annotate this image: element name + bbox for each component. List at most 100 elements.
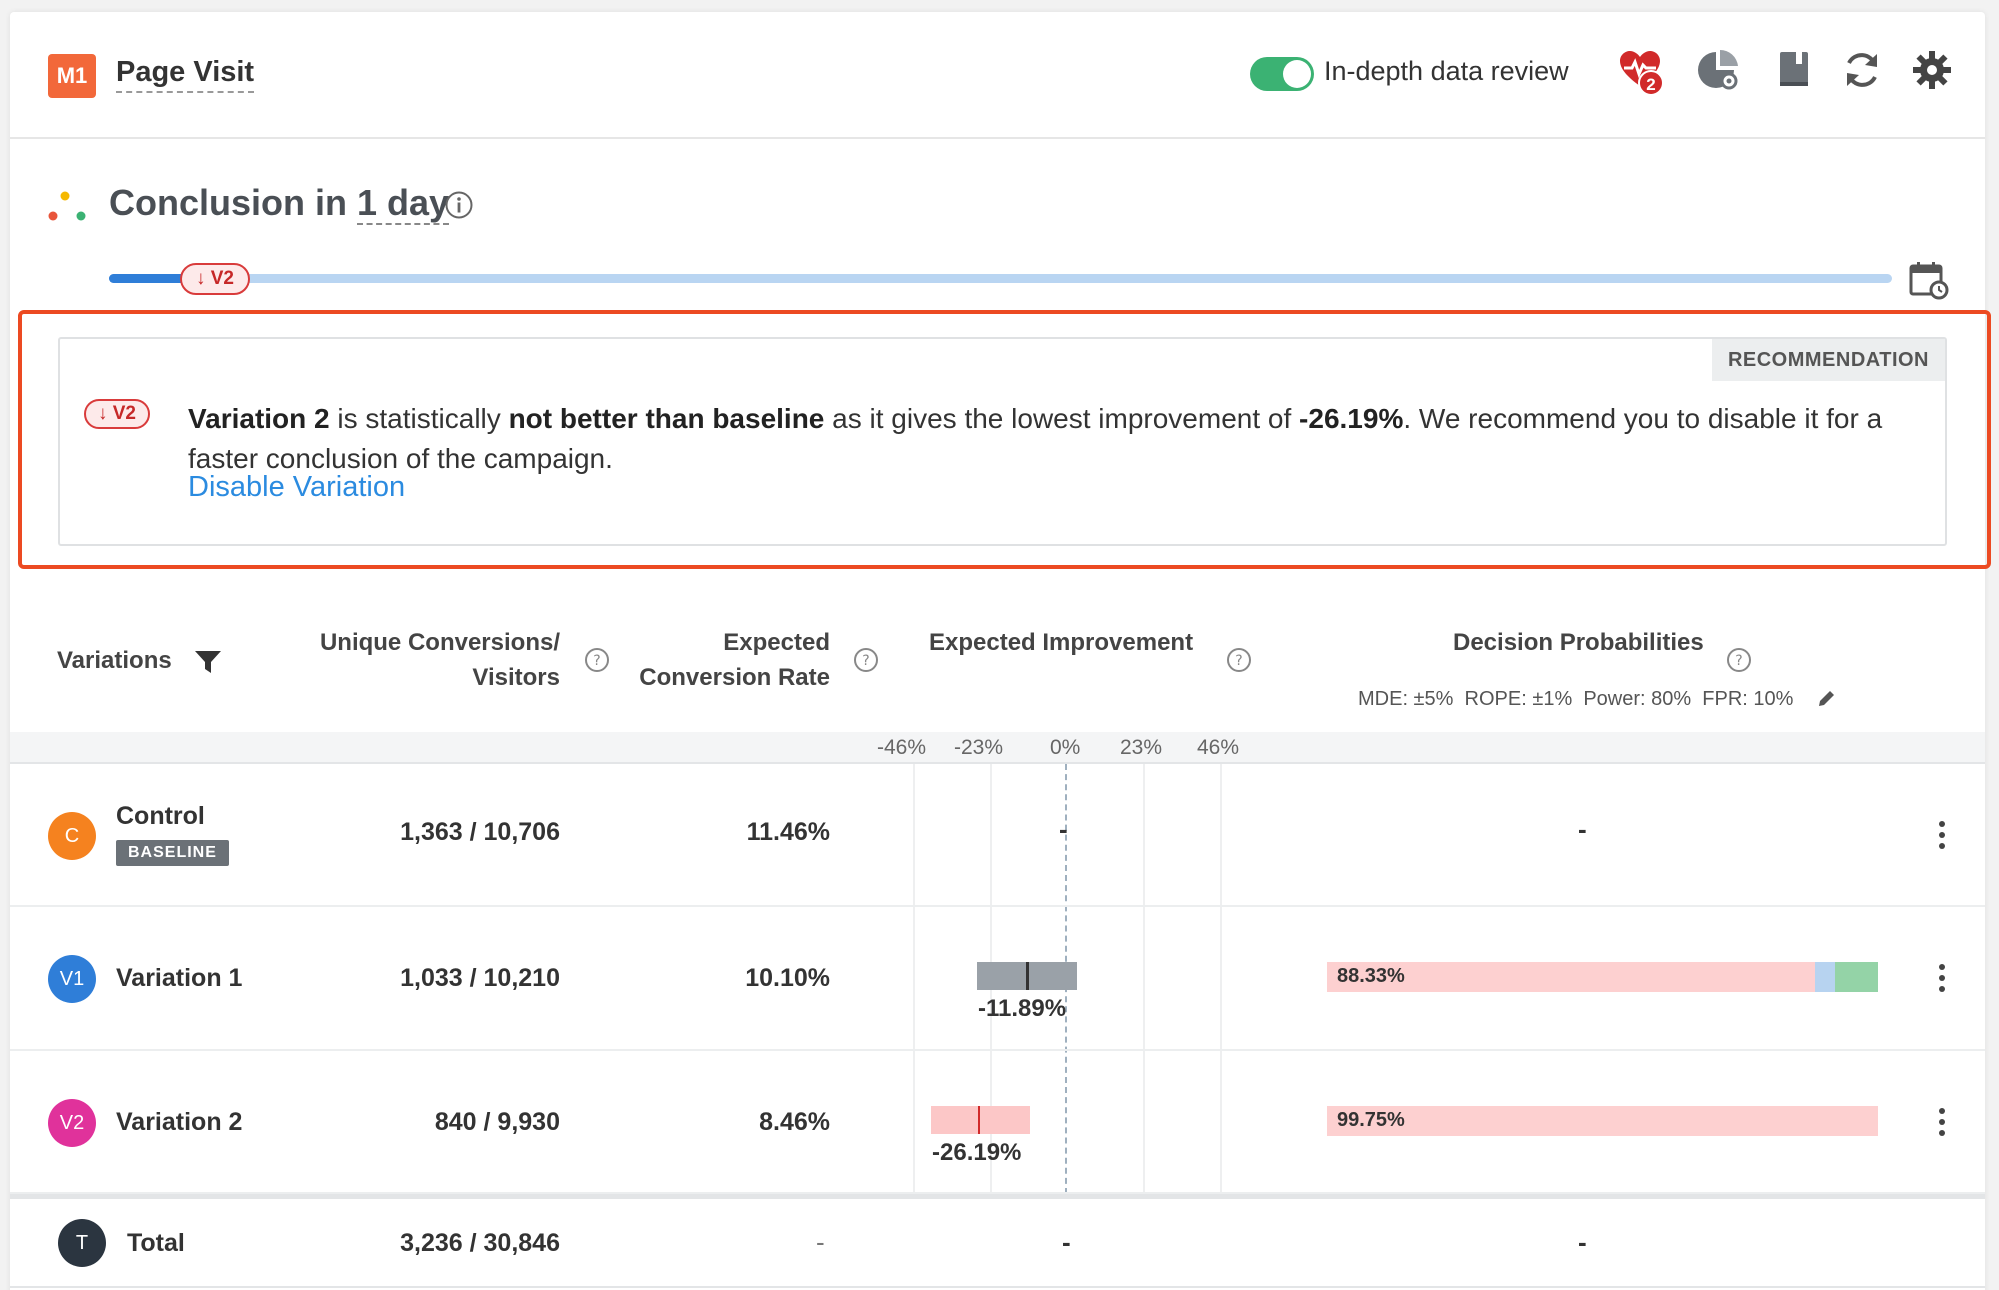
col-ecr-l2: Conversion Rate <box>639 664 830 691</box>
total-label: Total <box>127 1229 185 1257</box>
rec-emphasis: not better than baseline <box>508 403 825 434</box>
pencil-icon[interactable] <box>1816 689 1836 709</box>
expected-conversion-rate: 10.10% <box>745 964 830 992</box>
help-icon[interactable]: ? <box>1226 647 1252 673</box>
table-header: Variations Unique Conversions/Visitors ?… <box>10 610 1985 732</box>
variation-name[interactable]: Control <box>116 802 205 830</box>
col-expected-improvement: Expected Improvement <box>929 629 1194 656</box>
rec-text-1: is statistically <box>329 403 509 434</box>
col-conversions: Unique Conversions/Visitors <box>260 625 560 695</box>
improvement-value: - <box>1059 814 1068 844</box>
avatar-variation-1: V1 <box>48 955 96 1003</box>
variation-name[interactable]: Variation 1 <box>116 964 243 992</box>
table-row: V1 Variation 1 1,033 / 10,210 10.10% -11… <box>10 907 1985 1051</box>
axis-tick: 0% <box>1050 736 1081 759</box>
total-row: T Total 3,236 / 30,846 - - - <box>10 1194 1985 1288</box>
calendar-clock-icon[interactable] <box>1908 260 1950 300</box>
conclusion-duration[interactable]: 1 day <box>357 182 450 225</box>
axis-gridline <box>913 764 915 1194</box>
improvement-value: -26.19% <box>932 1139 1022 1166</box>
decision-value: 99.75% <box>1337 1109 1405 1131</box>
decision-value: - <box>1578 814 1587 844</box>
expected-conversion-rate: 8.46% <box>759 1108 830 1136</box>
recommendation-panel: RECOMMENDATION ↓ V2 Variation 2 is stati… <box>58 337 1947 546</box>
improvement-median-marker <box>1026 962 1029 990</box>
rec-text-3: . We recommend you to disable it for a f… <box>188 403 1883 474</box>
col-expected-rate: Expected Conversion Rate <box>570 625 830 695</box>
decision-probability-bar: 99.75% <box>1327 1106 1878 1136</box>
info-icon[interactable] <box>444 190 474 220</box>
total-rate: - <box>816 1227 825 1257</box>
in-depth-toggle[interactable] <box>1250 57 1314 91</box>
recommendation-highlight <box>18 310 1991 569</box>
chart-settings-icon[interactable] <box>1696 48 1740 92</box>
conclusion-title: Conclusion in 1 day <box>109 182 450 225</box>
axis-tick: -23% <box>954 736 1004 759</box>
row-menu-icon[interactable] <box>1937 963 1947 993</box>
help-icon[interactable]: ? <box>1726 647 1752 673</box>
col-conversions-l1: Unique Conversions/ <box>319 629 560 656</box>
axis-tick: -46% <box>877 736 927 759</box>
conversions-visitors: 1,033 / 10,210 <box>400 964 560 992</box>
col-ecr-l1: Expected <box>723 629 830 656</box>
axis-gridline <box>1143 764 1145 1194</box>
prob-segment-equivalent <box>1815 962 1835 992</box>
progress-v2-marker[interactable]: ↓ V2 <box>180 263 250 295</box>
conclusion-progress-fill <box>109 274 189 283</box>
svg-text:?: ? <box>593 653 600 669</box>
refresh-icon[interactable] <box>1840 48 1884 92</box>
improvement-median-marker <box>978 1106 980 1134</box>
avatar-control: C <box>48 812 96 860</box>
table-row: V2 Variation 2 840 / 9,930 8.46% -26.19%… <box>10 1051 1985 1194</box>
axis-gridline <box>1220 764 1222 1194</box>
gear-icon[interactable] <box>1910 48 1954 92</box>
recommendation-tag: RECOMMENDATION <box>1711 339 1945 381</box>
conclusion-progress-track <box>109 274 1892 283</box>
improvement-interval-bar <box>931 1106 1030 1134</box>
book-icon[interactable] <box>1772 48 1816 92</box>
col-decision-probabilities: Decision Probabilities <box>1453 629 1704 656</box>
filter-icon[interactable] <box>194 650 222 674</box>
card-header: M1 Page Visit In-depth data review 2 <box>10 12 1985 139</box>
heart-pulse-icon[interactable]: 2 <box>1618 48 1664 96</box>
toggle-knob <box>1283 60 1311 88</box>
axis-tick: 46% <box>1197 736 1240 759</box>
rec-variation: Variation 2 <box>188 403 330 434</box>
row-menu-icon[interactable] <box>1937 1107 1947 1137</box>
conclusion-prefix: Conclusion in <box>109 182 357 223</box>
rec-text-2: as it gives the lowest improvement of <box>824 403 1300 434</box>
baseline-badge: BASELINE <box>116 840 229 866</box>
avatar-total: T <box>58 1219 106 1267</box>
table-row: C Control BASELINE 1,363 / 10,706 11.46%… <box>10 764 1985 907</box>
metric-card: M1 Page Visit In-depth data review 2 Con… <box>10 12 1991 1290</box>
svg-text:?: ? <box>862 653 869 669</box>
avatar-variation-2: V2 <box>48 1099 96 1147</box>
conversions-visitors: 1,363 / 10,706 <box>400 818 560 846</box>
help-icon[interactable]: ? <box>584 647 610 673</box>
help-icon[interactable]: ? <box>853 647 879 673</box>
status-dots-icon <box>48 191 86 221</box>
metric-name[interactable]: Page Visit <box>116 56 255 93</box>
decision-settings: MDE: ±5% ROPE: ±1% Power: 80% FPR: 10% <box>1358 688 1794 710</box>
toggle-label: In-depth data review <box>1324 56 1569 86</box>
col-conversions-l2: Visitors <box>472 664 560 691</box>
recommendation-text: Variation 2 is statistically not better … <box>188 399 1908 479</box>
expected-conversion-rate: 11.46% <box>746 818 830 846</box>
axis-tick: 23% <box>1120 736 1163 759</box>
decision-value: 88.33% <box>1337 965 1405 987</box>
metric-badge: M1 <box>48 54 96 98</box>
row-menu-icon[interactable] <box>1937 820 1947 850</box>
svg-text:?: ? <box>1235 653 1242 669</box>
health-count-badge: 2 <box>1638 70 1664 96</box>
svg-text:?: ? <box>1735 653 1742 669</box>
conversions-visitors: 840 / 9,930 <box>434 1108 560 1136</box>
total-decision: - <box>1578 1227 1587 1257</box>
col-variations: Variations <box>57 647 172 674</box>
disable-variation-link[interactable]: Disable Variation <box>188 471 406 503</box>
total-conversions-visitors: 3,236 / 30,846 <box>400 1229 560 1257</box>
total-improvement: - <box>1062 1227 1071 1257</box>
improvement-axis <box>10 732 1985 764</box>
improvement-value: -11.89% <box>978 995 1067 1022</box>
variation-name[interactable]: Variation 2 <box>116 1108 243 1136</box>
recommendation-v2-badge: ↓ V2 <box>84 399 150 429</box>
